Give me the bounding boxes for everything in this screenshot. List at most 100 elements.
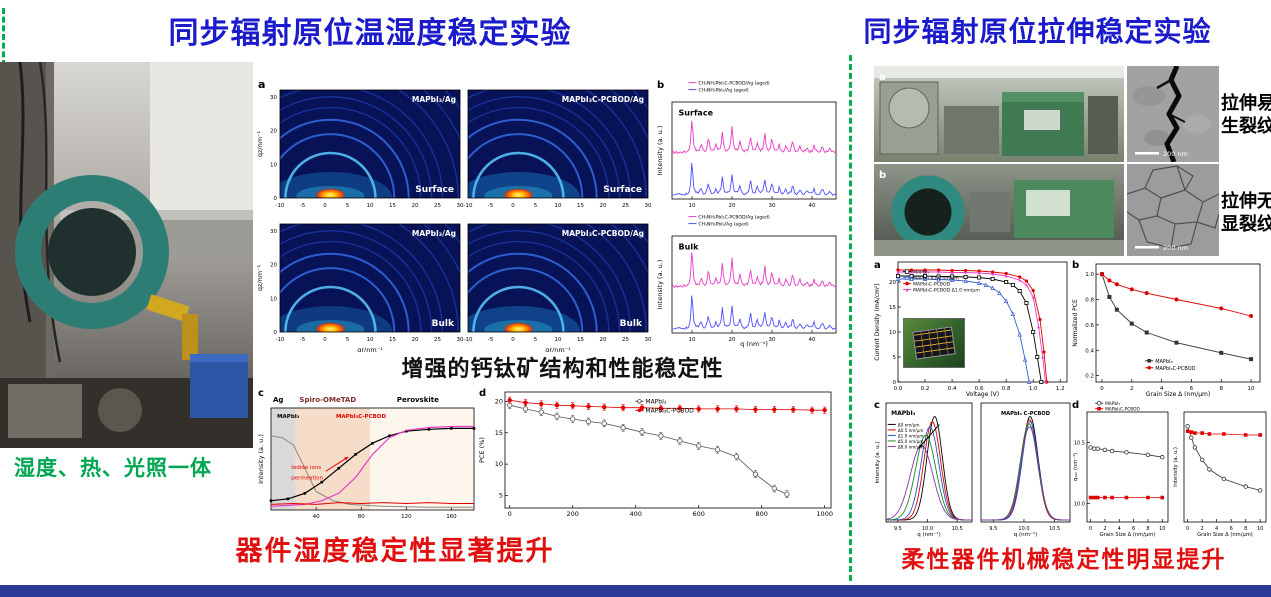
svg-text:Δ0.5 nm/μm: Δ0.5 nm/μm bbox=[898, 428, 924, 433]
svg-text:d: d bbox=[479, 388, 486, 399]
svg-text:800: 800 bbox=[755, 510, 767, 518]
label-no-cracks: 拉伸无明显裂纹 bbox=[1221, 191, 1271, 235]
grain-texture bbox=[1133, 86, 1165, 106]
yellow-valve bbox=[146, 294, 190, 322]
svg-text:10: 10 bbox=[1159, 526, 1165, 532]
svg-text:0: 0 bbox=[323, 337, 327, 343]
svg-text:Bulk: Bulk bbox=[620, 319, 643, 329]
teal-chamber-ring bbox=[891, 175, 965, 249]
svg-text:20: 20 bbox=[495, 397, 503, 405]
svg-text:MAPbI₃C-PCBOD/Ag: MAPbI₃C-PCBOD/Ag bbox=[562, 95, 644, 104]
equipment-mid bbox=[944, 106, 999, 154]
svg-text:Grain Size Δ (nm/μm): Grain Size Δ (nm/μm) bbox=[1197, 532, 1253, 538]
svg-text:Ag: Ag bbox=[273, 396, 283, 404]
svg-text:Voltage (V): Voltage (V) bbox=[966, 391, 999, 398]
svg-text:200: 200 bbox=[567, 510, 579, 518]
svg-text:MAPbI₃C-PCBOD: MAPbI₃C-PCBOD bbox=[1155, 366, 1195, 372]
svg-text:★: ★ bbox=[1031, 295, 1035, 301]
svg-text:5: 5 bbox=[346, 337, 350, 343]
svg-text:c: c bbox=[258, 388, 264, 399]
svg-text:4: 4 bbox=[1160, 386, 1164, 392]
grain-boundaries bbox=[1127, 165, 1219, 249]
svg-text:10: 10 bbox=[495, 460, 503, 468]
svg-text:★: ★ bbox=[977, 271, 981, 277]
svg-text:Normalized PCE: Normalized PCE bbox=[1072, 299, 1079, 347]
svg-text:10: 10 bbox=[1248, 386, 1255, 392]
svg-text:8: 8 bbox=[1219, 386, 1223, 392]
chart-normalized-pce: 0 2 4 6 8 10 0.2 0.4 0.6 0.8 1.0 Grain Size Δ (nm/μ… bbox=[1072, 260, 1261, 398]
svg-text:20: 20 bbox=[270, 263, 277, 269]
chamber-window bbox=[48, 208, 136, 296]
svg-text:★: ★ bbox=[909, 270, 913, 276]
svg-text:0.6: 0.6 bbox=[1085, 323, 1094, 329]
svg-text:Intensity (a. u.): Intensity (a. u.) bbox=[656, 260, 664, 310]
chart-q110-vs-grainsize: 0 2 4 6 8 10 10.0 10.5 Grain Size Δ (nm/μm) q₁₁₀ … bbox=[1072, 400, 1169, 538]
cylinder bbox=[888, 87, 930, 129]
svg-text:★: ★ bbox=[896, 270, 900, 276]
svg-text:Current Density (mA/cm²): Current Density (mA/cm²) bbox=[874, 283, 881, 360]
svg-text:400: 400 bbox=[630, 510, 642, 518]
svg-text:30: 30 bbox=[457, 203, 464, 209]
svg-text:10.0: 10.0 bbox=[1018, 526, 1029, 532]
grain-texture bbox=[1183, 115, 1211, 133]
svg-text:MAPbI₃/Ag: MAPbI₃/Ag bbox=[412, 95, 456, 104]
svg-text:MAPbI₃C-PCBOD Δ1.0 nm/μm: MAPbI₃C-PCBOD Δ1.0 nm/μm bbox=[913, 288, 980, 294]
wall bbox=[150, 62, 253, 212]
svg-text:8: 8 bbox=[1146, 526, 1149, 532]
svg-text:MAPbI₃C-PCBOD: MAPbI₃C-PCBOD bbox=[1105, 407, 1140, 413]
svg-text:Δ1.0 nm/μm: Δ1.0 nm/μm bbox=[898, 433, 924, 438]
caption-humidity-stability-improved: 器件湿度稳定性显著提升 bbox=[235, 536, 555, 566]
svg-text:-10: -10 bbox=[464, 337, 473, 343]
svg-text:10.5: 10.5 bbox=[952, 526, 963, 532]
svg-text:0: 0 bbox=[323, 203, 327, 209]
svg-text:d: d bbox=[1072, 400, 1079, 411]
sem-image-cracked: 200 nm bbox=[1127, 66, 1219, 162]
equipment-mid bbox=[970, 192, 1010, 232]
svg-text:15: 15 bbox=[389, 203, 396, 209]
svg-text:2: 2 bbox=[1201, 526, 1204, 532]
svg-text:★: ★ bbox=[1041, 355, 1045, 361]
svg-text:10.0: 10.0 bbox=[1074, 502, 1085, 508]
svg-text:120: 120 bbox=[401, 514, 412, 520]
svg-text:-10: -10 bbox=[276, 337, 285, 343]
svg-text:5: 5 bbox=[346, 203, 350, 209]
dashed-section-divider bbox=[849, 55, 852, 581]
svg-text:a: a bbox=[874, 260, 881, 271]
svg-text:Grain Size Δ (nm/μm): Grain Size Δ (nm/μm) bbox=[1100, 532, 1156, 538]
caption-mechanical-stability-improved: 柔性器件机械稳定性明显提升 bbox=[901, 546, 1227, 572]
svg-text:10: 10 bbox=[689, 203, 696, 209]
svg-text:15: 15 bbox=[889, 305, 896, 311]
chart-surface-spectra: 10 20 30 40 Intensity (a. u.) Surface CH₃NH₃Pb… bbox=[656, 80, 837, 209]
svg-text:30: 30 bbox=[270, 229, 277, 235]
svg-text:5: 5 bbox=[534, 337, 538, 343]
scale-bar bbox=[1135, 246, 1159, 249]
svg-text:15: 15 bbox=[389, 337, 396, 343]
svg-text:Δ5.0 nm/μm: Δ5.0 nm/μm bbox=[898, 439, 924, 444]
svg-text:★: ★ bbox=[905, 288, 910, 294]
blue-pump bbox=[190, 362, 248, 418]
svg-text:Perovskite: Perovskite bbox=[397, 396, 439, 404]
svg-text:Spiro-OMeTAD: Spiro-OMeTAD bbox=[299, 396, 356, 404]
svg-text:Intensity (a. u.): Intensity (a. u.) bbox=[257, 434, 265, 484]
svg-text:30: 30 bbox=[645, 337, 652, 343]
photo-tensile-setup-b: b bbox=[874, 164, 1124, 256]
scale-bar-label: 200 nm bbox=[1163, 150, 1188, 158]
svg-text:0: 0 bbox=[893, 380, 897, 386]
svg-text:Δ8.0 nm/μm: Δ8.0 nm/μm bbox=[898, 444, 924, 449]
svg-text:0: 0 bbox=[274, 330, 278, 336]
svg-text:20: 20 bbox=[600, 337, 607, 343]
svg-text:★: ★ bbox=[1036, 325, 1040, 331]
ceiling-light bbox=[874, 66, 1124, 78]
svg-text:MAPbI₃: MAPbI₃ bbox=[645, 398, 666, 405]
svg-text:qr/nm⁻¹: qr/nm⁻¹ bbox=[357, 346, 383, 352]
svg-text:10: 10 bbox=[889, 330, 896, 336]
svg-text:1.2: 1.2 bbox=[1056, 386, 1065, 392]
svg-text:10.5: 10.5 bbox=[1074, 441, 1085, 447]
svg-text:Intensity (a. u.): Intensity (a. u.) bbox=[1173, 447, 1179, 487]
title-temp-humidity-experiment: 同步辐射原位温湿度稳定实验 bbox=[168, 17, 572, 50]
jv-inset-flexible-device-photo bbox=[903, 318, 965, 368]
svg-text:★: ★ bbox=[950, 270, 954, 276]
svg-text:0: 0 bbox=[508, 510, 512, 518]
photo-letter: a bbox=[879, 72, 886, 83]
label-cracks-form: 拉伸易产生裂纹 bbox=[1221, 93, 1271, 137]
